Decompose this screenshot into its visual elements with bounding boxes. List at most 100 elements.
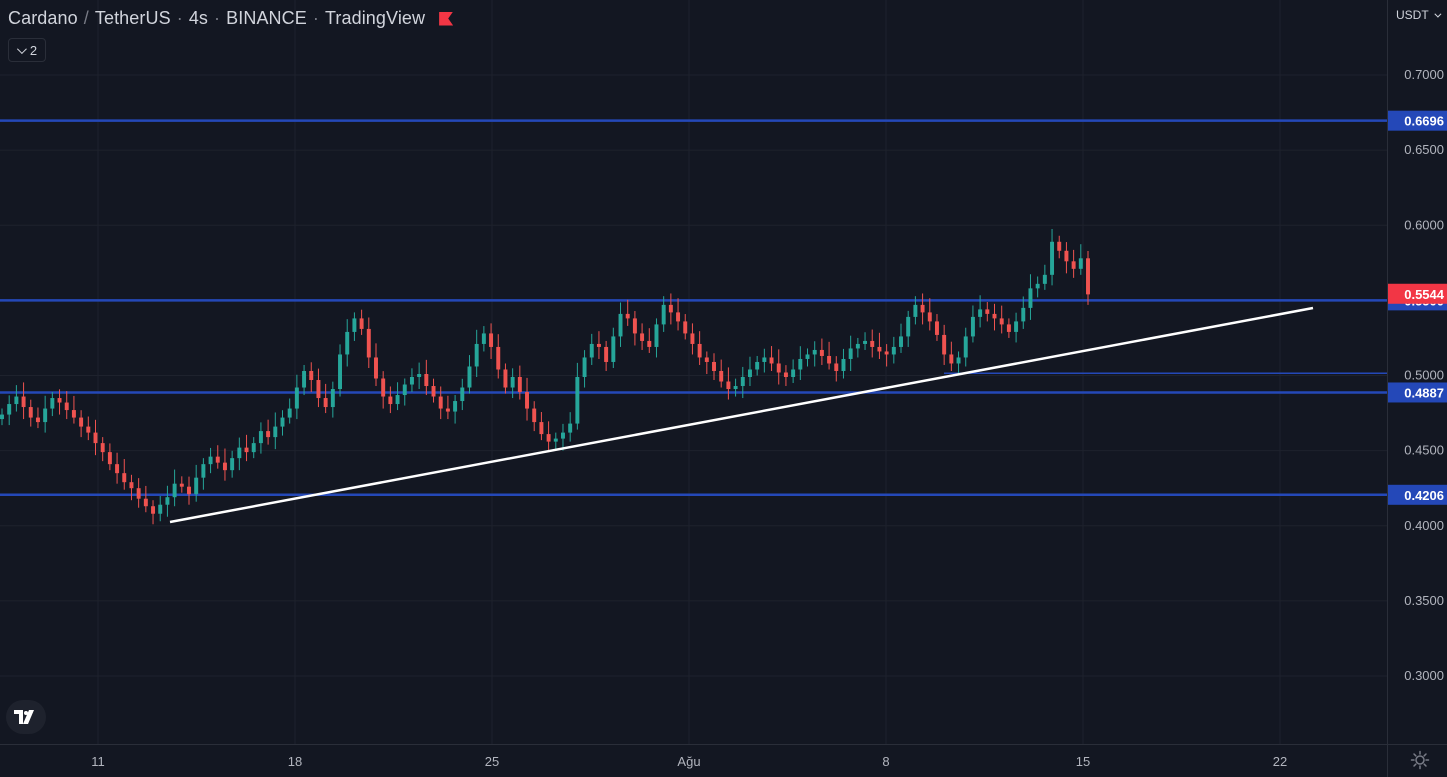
- candle-body: [632, 318, 637, 334]
- candle-body: [395, 395, 400, 405]
- candle-body: [791, 369, 796, 378]
- candle-body: [870, 340, 875, 347]
- candle-body: [287, 408, 292, 418]
- candle-body: [999, 318, 1004, 325]
- candle-body: [855, 343, 860, 349]
- tradingview-logo[interactable]: [6, 700, 46, 734]
- candle-body: [661, 304, 666, 325]
- candle-body: [496, 346, 501, 370]
- candle-body: [640, 333, 645, 341]
- candle-body: [863, 340, 868, 344]
- candle-body: [697, 343, 702, 358]
- chevron-down-icon: [16, 43, 27, 54]
- candle-body: [366, 328, 371, 358]
- candle-body: [489, 333, 494, 347]
- candle-body: [359, 318, 364, 329]
- candle-body: [460, 387, 465, 402]
- price-badge: [1388, 484, 1447, 505]
- price-tick-label: 0.4500: [1404, 443, 1444, 458]
- candle-body: [1021, 307, 1026, 322]
- candle-body: [1014, 321, 1019, 332]
- interval-label[interactable]: 4s: [188, 8, 209, 28]
- candle-body: [445, 408, 450, 412]
- candle-body: [1050, 241, 1055, 275]
- candle-body: [402, 384, 407, 396]
- candle-body: [280, 417, 285, 427]
- candle-body: [35, 417, 40, 423]
- interval-separator-3: ·: [312, 8, 319, 28]
- candle-body: [553, 438, 558, 442]
- candle-body: [143, 498, 148, 507]
- flag-icon[interactable]: [439, 11, 454, 26]
- candle-body: [388, 396, 393, 405]
- candle-body: [776, 363, 781, 373]
- candle-body: [963, 336, 968, 358]
- candle-body: [345, 331, 350, 355]
- candle-body: [1006, 324, 1011, 332]
- candle-body: [949, 354, 954, 364]
- candle-body: [409, 377, 414, 385]
- candle-body: [158, 504, 163, 514]
- candle-body: [187, 486, 191, 495]
- candle-body: [589, 343, 594, 358]
- interval-separator-1: ·: [176, 8, 183, 28]
- candle-body: [525, 392, 529, 409]
- candle-body: [891, 346, 896, 355]
- candle-body: [1057, 241, 1062, 251]
- currency-select[interactable]: USDT: [1396, 8, 1442, 22]
- candle-body: [453, 401, 458, 412]
- candle-body: [57, 398, 62, 403]
- candle-body: [978, 309, 983, 317]
- last-price-badge: [1388, 283, 1447, 304]
- gear-icon[interactable]: [1410, 750, 1430, 770]
- price-tick-label: 0.3000: [1404, 668, 1444, 683]
- time-tick-label: 8: [882, 754, 889, 769]
- candle-body: [942, 334, 947, 355]
- candle-body: [798, 358, 803, 370]
- candle-body: [309, 370, 314, 381]
- candle-body: [719, 370, 724, 382]
- candle-body: [294, 387, 299, 409]
- symbol-name[interactable]: Cardano: [8, 8, 78, 28]
- price-badge-label: 0.4887: [1404, 385, 1444, 400]
- candle-body: [338, 354, 343, 390]
- candle-body: [21, 396, 26, 408]
- candle-body: [43, 408, 48, 423]
- candle-body: [352, 318, 357, 332]
- candle-body: [14, 396, 19, 405]
- candle-body: [438, 396, 443, 409]
- candle-body: [532, 408, 537, 423]
- candle-body: [747, 369, 752, 378]
- candle-body: [604, 346, 609, 362]
- candle-body: [704, 357, 709, 362]
- candle-body: [805, 354, 810, 359]
- candle-body: [769, 357, 774, 364]
- candle-body: [64, 402, 69, 411]
- indicators-collapse-button[interactable]: 2: [8, 38, 46, 62]
- candle-body: [568, 423, 573, 433]
- candle-body: [71, 410, 76, 418]
- candle-body: [28, 407, 33, 418]
- candle-body: [596, 343, 601, 347]
- candle-body: [1071, 261, 1076, 269]
- candle-body: [208, 456, 213, 465]
- candle-body: [0, 414, 4, 420]
- candle-body: [834, 363, 839, 371]
- candle-body: [582, 357, 587, 378]
- candle-body: [417, 373, 422, 378]
- candle-body: [618, 313, 623, 337]
- price-tick-label: 0.6500: [1404, 142, 1444, 157]
- candle-body: [258, 431, 263, 444]
- price-tick-label: 0.7000: [1404, 67, 1444, 82]
- quote-name[interactable]: TetherUS: [94, 8, 171, 28]
- candle-body: [237, 447, 242, 459]
- candle-body: [1086, 258, 1090, 295]
- price-tick-label: 0.5000: [1404, 368, 1444, 383]
- price-tick-label: 0.4000: [1404, 518, 1444, 533]
- candle-body: [136, 488, 141, 499]
- price-tick-label: 0.3500: [1404, 593, 1444, 608]
- candle-body: [1064, 250, 1069, 262]
- candle-body: [302, 370, 307, 388]
- candle-body: [812, 349, 817, 355]
